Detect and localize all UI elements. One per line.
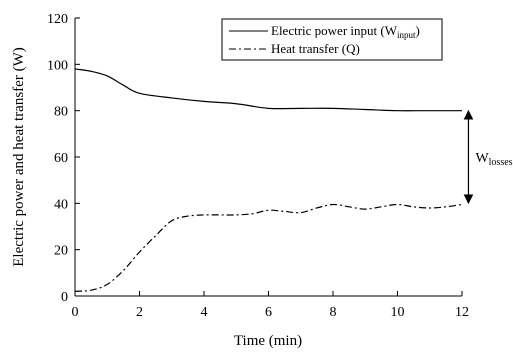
x-tick-label: 8 — [330, 305, 337, 320]
legend-label-power: Electric power input (Winput) — [271, 23, 420, 40]
y-tick-label: 0 — [61, 290, 68, 305]
series-line-heat-transfer — [74, 203, 463, 292]
y-tick-label: 100 — [47, 58, 68, 73]
x-tick-label: 4 — [201, 305, 208, 320]
x-tick-label: 0 — [72, 305, 79, 320]
legend-box — [221, 18, 443, 61]
legend: Electric power input (Winput) Heat trans… — [221, 18, 443, 61]
x-tick-label: 2 — [136, 305, 143, 320]
x-tick-label: 10 — [391, 305, 405, 320]
series-line-electric-power — [74, 68, 462, 112]
y-tick-label: 40 — [54, 197, 68, 212]
y-axis-title: Electric power and heat transfer (W) — [11, 47, 27, 266]
x-axis-title: Time (min) — [234, 333, 302, 349]
x-tick-group: 0 2 4 6 8 10 12 — [72, 291, 469, 320]
legend-label-heat: Heat transfer (Q) — [271, 41, 360, 56]
x-tick-label: 12 — [455, 305, 469, 320]
y-tick-group: 0 20 40 60 80 100 120 — [47, 12, 80, 305]
x-tick-label: 6 — [265, 305, 272, 320]
y-tick-label: 80 — [54, 105, 68, 120]
losses-label: Wlosses — [475, 151, 512, 168]
y-tick-label: 20 — [54, 244, 68, 259]
y-tick-label: 120 — [47, 12, 68, 27]
series-group — [74, 68, 463, 292]
y-tick-label: 60 — [54, 151, 68, 166]
